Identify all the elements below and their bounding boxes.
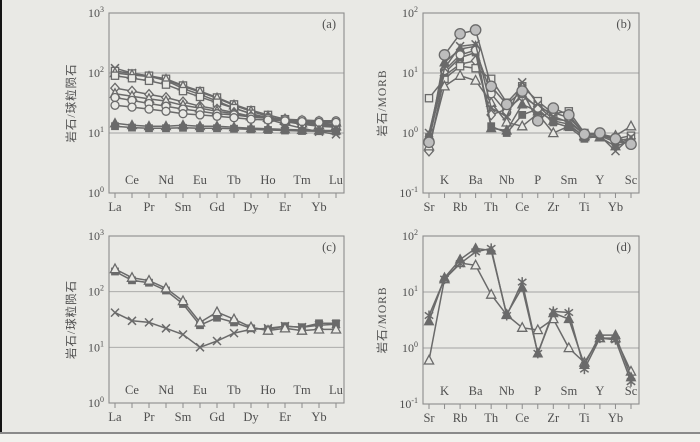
y-tick-label: 103 xyxy=(88,5,104,20)
x-category-label: Th xyxy=(484,411,499,425)
x-category-label: Gd xyxy=(209,410,225,424)
series-filled-square xyxy=(111,122,340,136)
x-category-label: Zr xyxy=(547,411,560,425)
x-category-label: Yb xyxy=(311,200,326,214)
y-tick-label: 100 xyxy=(88,395,104,410)
y-tick-label: 100 xyxy=(402,340,418,355)
y-tick-label: 102 xyxy=(88,284,104,299)
x-category-label: Lu xyxy=(329,383,344,397)
x-category-label: Eu xyxy=(193,173,208,187)
x-category-label: Sm xyxy=(175,200,192,214)
x-category-label: Pr xyxy=(143,410,155,424)
y-tick-label: 101 xyxy=(88,339,104,354)
x-category-label: Ce xyxy=(515,200,529,214)
x-category-label: Rb xyxy=(453,411,468,425)
panel-label: (a) xyxy=(322,17,336,31)
x-category-label: La xyxy=(108,200,122,214)
x-category-label: Ho xyxy=(260,383,275,397)
series-gray-circle xyxy=(423,24,637,151)
panel-label: (d) xyxy=(616,240,631,254)
series-filled-triangle xyxy=(423,242,637,382)
y-tick-label: 102 xyxy=(402,228,418,243)
x-category-label: Sm xyxy=(175,410,192,424)
panel-label: (b) xyxy=(616,17,631,31)
x-category-label: Yb xyxy=(311,410,326,424)
y-tick-label: 103 xyxy=(88,228,104,243)
x-category-label: K xyxy=(440,173,449,187)
x-category-label: Sm xyxy=(561,384,578,398)
x-category-label: Tb xyxy=(227,383,241,397)
x-category-label: Lu xyxy=(329,173,344,187)
y-axis-label: 岩石/MORB xyxy=(375,69,389,136)
y-axis-label: 岩石/球粒陨石 xyxy=(64,280,78,359)
y-axis-label: 岩石/球粒陨石 xyxy=(64,63,78,142)
x-category-label: Tb xyxy=(227,173,241,187)
series-open-circle xyxy=(110,100,341,128)
x-category-label: Yb xyxy=(608,200,623,214)
series-asterisk xyxy=(424,243,636,387)
x-category-label: Sr xyxy=(423,200,435,214)
y-tick-label: 101 xyxy=(88,125,104,140)
x-category-label: La xyxy=(108,410,122,424)
x-category-label: Eu xyxy=(193,383,208,397)
x-category-label: Ce xyxy=(125,383,139,397)
plot-frame xyxy=(108,12,345,194)
x-category-label: Nd xyxy=(158,383,174,397)
x-category-label: Sc xyxy=(625,384,638,398)
y-tick-label: 100 xyxy=(88,185,104,200)
x-category-label: Nd xyxy=(158,173,174,187)
y-tick-label: 102 xyxy=(402,5,418,20)
x-category-label: K xyxy=(440,384,449,398)
y-tick-label: 101 xyxy=(402,284,418,299)
y-tick-label: 10-1 xyxy=(399,396,418,411)
scan-edge-bar xyxy=(0,0,2,442)
x-category-label: Ce xyxy=(125,173,139,187)
x-category-label: Nb xyxy=(499,384,514,398)
x-category-label: Er xyxy=(279,410,292,424)
x-category-label: Y xyxy=(595,173,604,187)
x-category-label: Sr xyxy=(423,411,435,425)
panel-label: (c) xyxy=(322,240,336,254)
y-axis-label: 岩石/MORB xyxy=(375,286,389,353)
x-category-label: Y xyxy=(595,384,604,398)
x-category-label: Gd xyxy=(209,200,225,214)
x-category-label: Ho xyxy=(260,173,275,187)
x-category-label: Ti xyxy=(579,411,590,425)
x-category-label: Th xyxy=(484,200,499,214)
x-category-label: P xyxy=(534,173,541,187)
plot-frame xyxy=(422,12,640,194)
y-tick-label: 10-1 xyxy=(399,185,418,200)
x-category-label: Tm xyxy=(293,383,311,397)
x-category-label: Er xyxy=(279,200,292,214)
plot-frame xyxy=(108,235,345,404)
x-category-label: P xyxy=(534,384,541,398)
footer-band xyxy=(0,434,700,442)
x-category-label: Tm xyxy=(293,173,311,187)
x-category-label: Pr xyxy=(143,200,155,214)
x-category-label: Nb xyxy=(499,173,514,187)
series-open-triangle xyxy=(109,262,342,335)
x-category-label: Ba xyxy=(469,173,483,187)
y-tick-label: 100 xyxy=(402,125,418,140)
x-category-label: Sm xyxy=(561,173,578,187)
x-category-label: Ce xyxy=(515,411,529,425)
x-category-label: Dy xyxy=(243,200,259,214)
x-category-label: Rb xyxy=(453,200,468,214)
x-category-label: Ti xyxy=(579,200,590,214)
bottom-divider-line xyxy=(0,432,700,434)
x-category-label: Ba xyxy=(469,384,483,398)
x-category-label: Zr xyxy=(547,200,560,214)
x-category-label: Yb xyxy=(608,411,623,425)
y-tick-label: 101 xyxy=(402,65,418,80)
y-tick-label: 102 xyxy=(88,65,104,80)
plot-frame xyxy=(422,235,640,405)
x-category-label: Dy xyxy=(243,410,259,424)
x-category-label: Sc xyxy=(625,173,638,187)
